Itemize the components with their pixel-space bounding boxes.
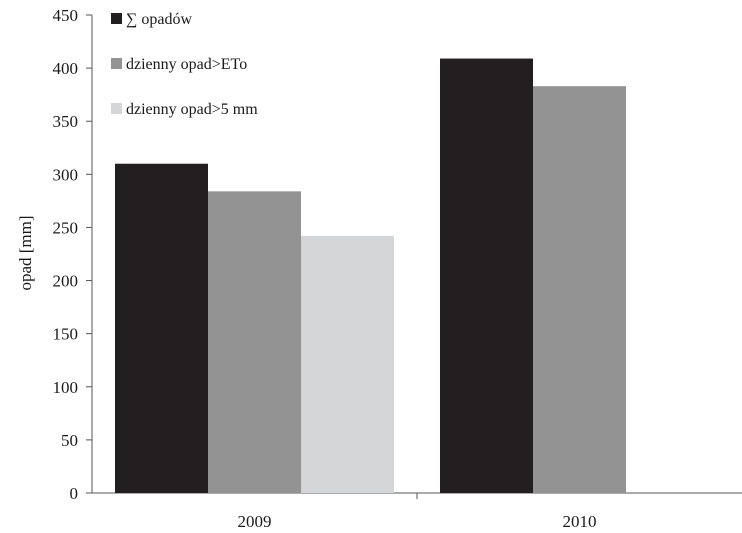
legend-swatch (111, 58, 122, 69)
bar (440, 58, 533, 493)
bar (208, 191, 301, 493)
x-axis: 2009 2010 (92, 492, 742, 531)
y-tick-label: 50 (61, 431, 78, 450)
legend-label: dzienny opad>5 mm (126, 101, 258, 118)
y-tick-label: 450 (53, 6, 79, 25)
y-tick-label: 150 (53, 325, 79, 344)
legend-swatch (111, 13, 122, 24)
y-tick-label: 400 (53, 59, 79, 78)
bar (115, 163, 208, 493)
legend-label: ∑ opadów (126, 11, 193, 28)
bars (115, 58, 626, 494)
y-tick-label: 200 (53, 272, 79, 291)
y-tick-label: 300 (53, 165, 79, 184)
bar (533, 86, 626, 494)
y-tick-label: 100 (53, 378, 79, 397)
x-tick-label: 2009 (238, 512, 272, 531)
bar (301, 235, 394, 494)
y-tick-label: 350 (53, 112, 79, 131)
y-tick-label: 250 (53, 218, 79, 237)
legend: ∑ opadów dzienny opad>ETo dzienny opad>5 m… (111, 11, 258, 118)
legend-label: dzienny opad>ETo (126, 56, 247, 73)
y-axis: 0 50 100 150 200 250 300 350 400 450 (53, 6, 93, 503)
x-tick-label: 2010 (563, 512, 597, 531)
y-tick-label: 0 (70, 484, 79, 503)
legend-swatch (111, 103, 122, 114)
y-axis-title: opad [mm] (16, 215, 35, 290)
